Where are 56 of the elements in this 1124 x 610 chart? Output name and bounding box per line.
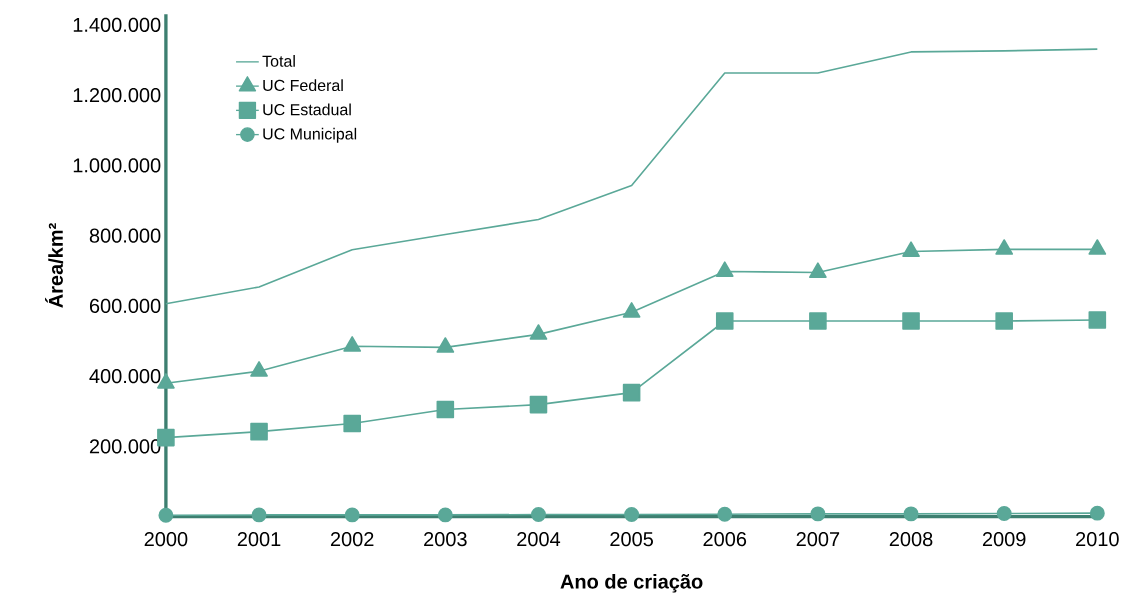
point [251,507,267,523]
point [715,261,734,278]
y-tick-label: 800.000 [89,228,161,243]
point [1089,505,1105,521]
x-tick-label: 2010 [1076,532,1119,547]
x-tick-label: 2009 [982,532,1026,547]
legend-label: Total [262,55,295,67]
point [437,507,453,523]
point [436,337,455,353]
x-tick-label: 2000 [144,532,188,547]
x-tick-label: 2008 [889,532,933,547]
point [624,507,640,523]
point [995,312,1013,330]
x-tick-label: 2003 [424,532,467,547]
x-tick-label: 2005 [610,532,653,547]
point [903,506,919,522]
x-tick-label: 2001 [237,532,281,547]
point [622,302,641,318]
x-tick-label: 2007 [796,532,840,547]
point [343,336,362,352]
legend-label: UC Estadual [263,103,351,116]
legend-label: UC Federal [263,79,343,92]
y-axis-title: Área/km² [45,223,64,308]
line-series [165,48,1099,305]
point [250,361,268,377]
point [996,506,1012,522]
point [810,506,826,522]
point [158,507,174,523]
point [902,312,920,330]
point [715,312,734,330]
y-tick-label: 400.000 [89,369,161,384]
point [622,384,641,402]
y-tick-label: 1.200.000 [73,88,161,103]
x-tick-label: 2004 [517,532,561,547]
legend-label: UC Municipal [263,128,357,143]
point [1088,311,1107,329]
point [902,241,920,258]
x-tick-label: 2006 [703,532,747,547]
point [343,414,361,433]
point [531,507,546,523]
point [529,396,548,414]
x-tick-label: 2002 [330,532,374,547]
point [809,312,827,330]
y-tick-label: 600.000 [89,299,161,314]
point [809,262,827,279]
y-tick-label: 200.000 [89,439,161,454]
y-tick-label: 1.000.000 [73,158,161,173]
x-axis-title: Ano de criação [560,574,703,593]
point [529,324,548,340]
point [250,423,268,441]
point [344,507,360,523]
point [995,239,1014,255]
point [717,506,733,522]
point [1088,239,1107,255]
point [436,400,455,419]
y-tick-label: 1.400.000 [73,17,161,33]
